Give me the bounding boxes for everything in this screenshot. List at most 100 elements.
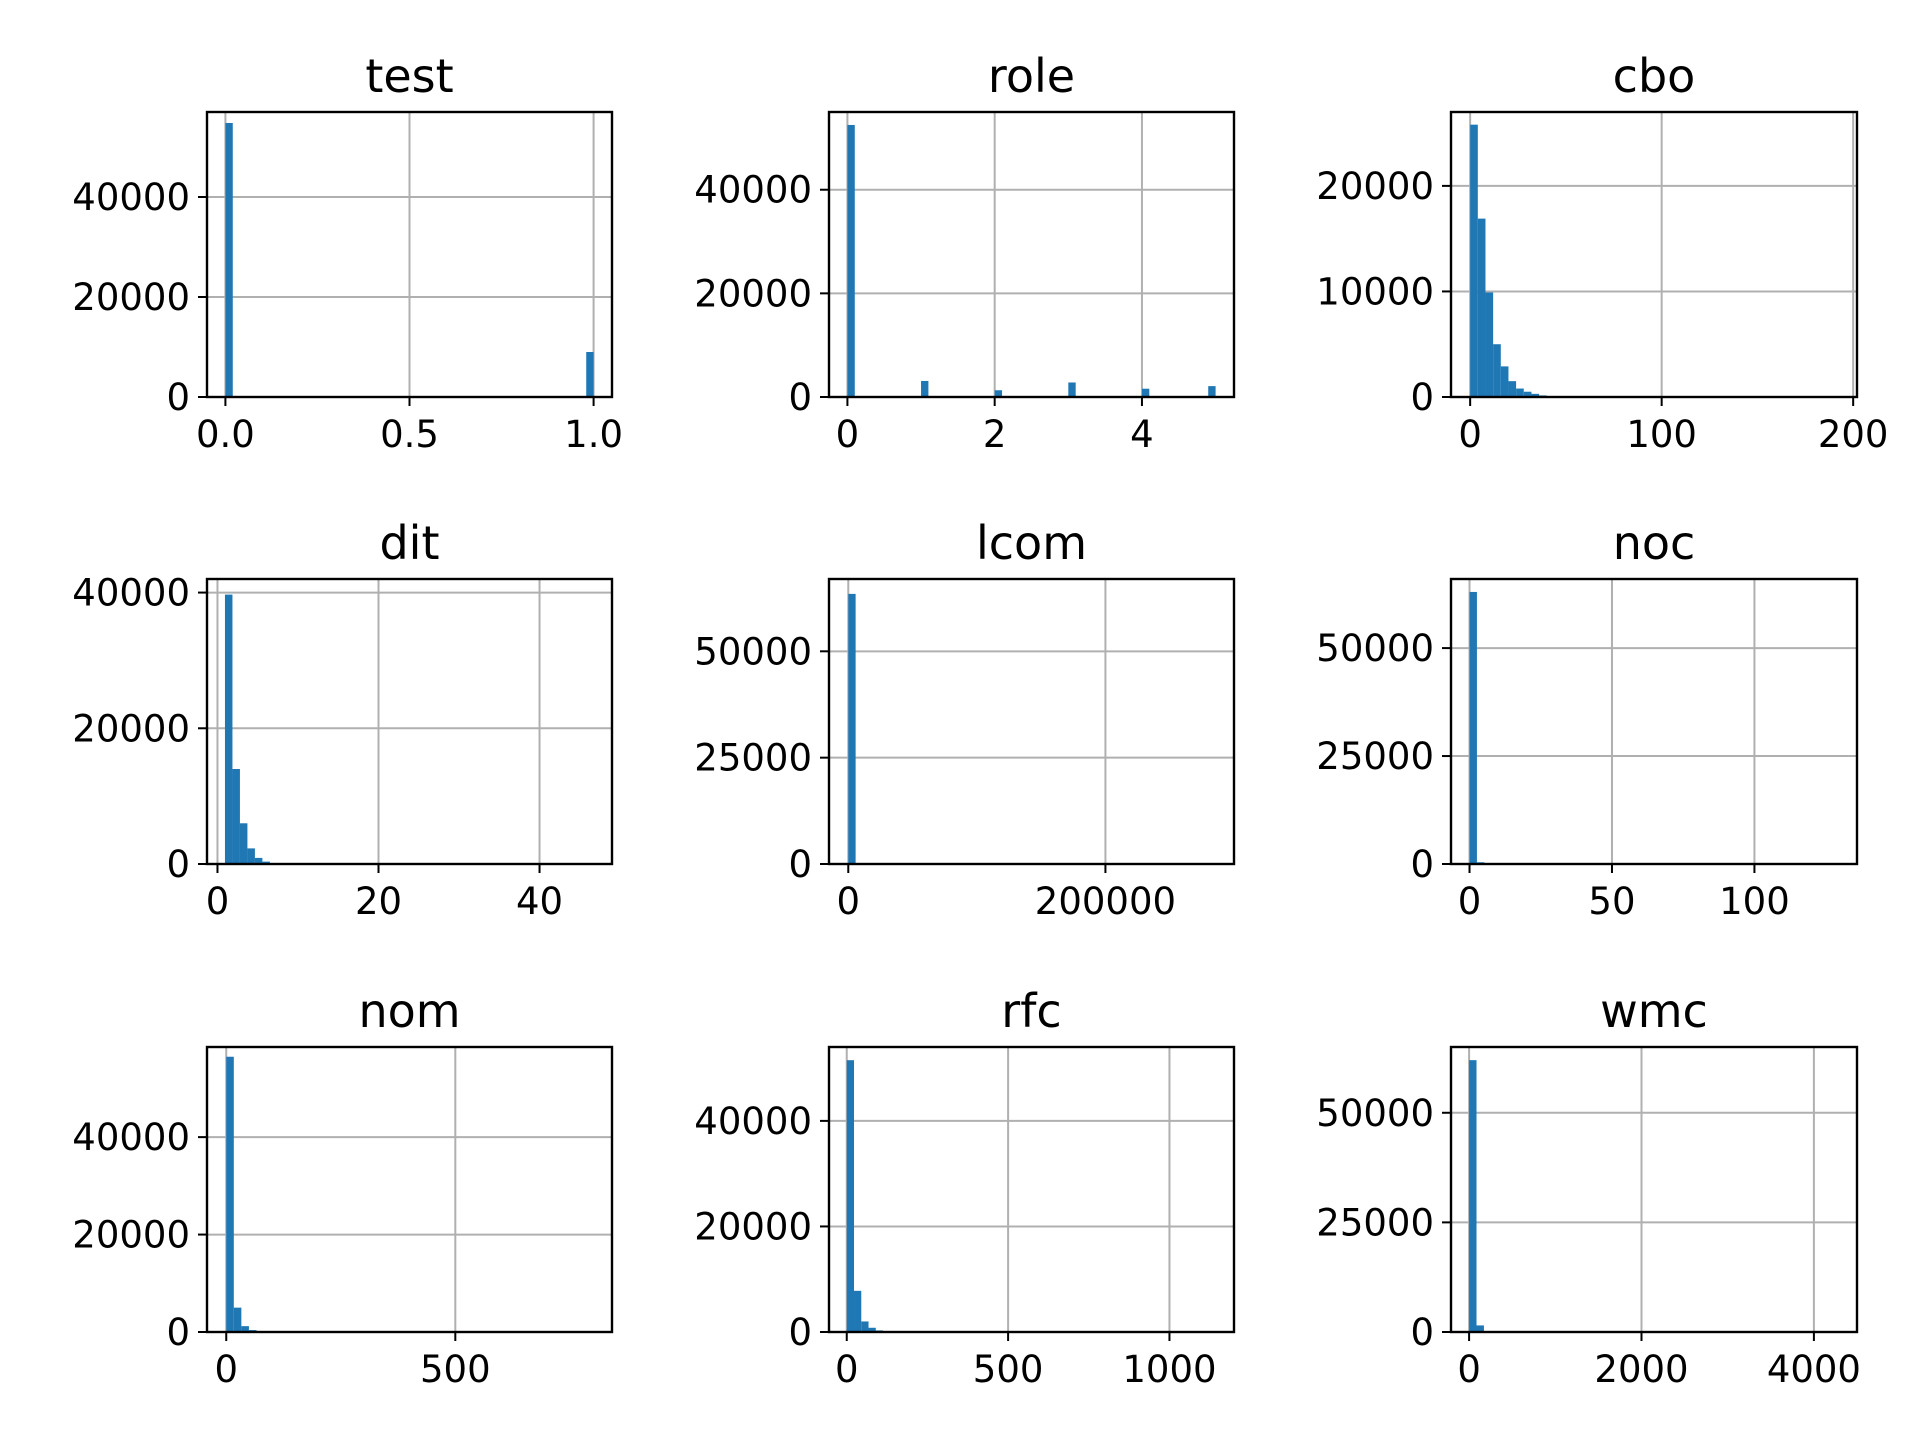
histogram-bar xyxy=(1531,393,1540,397)
subplot-noc: 0 50 100 0 25000 50000 noc xyxy=(1316,516,1859,923)
x-tick-label: 100 xyxy=(1719,880,1790,923)
axes-frame xyxy=(1449,1045,1859,1334)
histogram-bar xyxy=(1469,591,1477,864)
subplot-lcom: 0 200000 0 25000 50000 lcom xyxy=(694,516,1236,923)
histogram-bar xyxy=(1476,1325,1484,1332)
x-tick-label: 0.0 xyxy=(196,413,255,456)
subplot-wmc: 0 2000 4000 0 25000 50000 wmc xyxy=(1316,984,1861,1391)
x-tick-label: 500 xyxy=(420,1348,491,1391)
subplot-nom: 0 500 0 20000 40000 nom xyxy=(72,984,614,1391)
histogram-bar xyxy=(1500,366,1509,397)
histogram-bar xyxy=(1469,1060,1477,1332)
subplot-title: wmc xyxy=(1600,984,1708,1038)
axes-frame xyxy=(827,110,1236,399)
subplot-title: cbo xyxy=(1613,49,1696,103)
x-tick-label: 0 xyxy=(206,880,230,923)
x-tick-label: 4 xyxy=(1130,413,1154,456)
y-tick-label: 0 xyxy=(788,1311,812,1354)
histogram-bar xyxy=(247,848,255,864)
subplot-rfc: 0 500 1000 0 20000 40000 rfc xyxy=(694,984,1236,1391)
x-tick-label: 0 xyxy=(1458,880,1482,923)
x-tick-label: 200 xyxy=(1818,413,1889,456)
histogram-bar xyxy=(861,1321,869,1332)
subplot-title: test xyxy=(365,49,453,103)
histogram-bar xyxy=(994,390,1003,397)
x-tick-label: 20 xyxy=(355,880,402,923)
y-tick-label: 50000 xyxy=(1316,627,1434,670)
histogram-bar xyxy=(1508,381,1517,397)
x-tick-label: 0 xyxy=(836,413,860,456)
y-tick-label: 0 xyxy=(1410,843,1434,886)
subplot-title: dit xyxy=(379,516,439,570)
x-tick-label: 0.5 xyxy=(380,413,439,456)
axes-frame xyxy=(205,577,614,866)
y-tick-label: 0 xyxy=(166,1311,190,1354)
axes-frame xyxy=(827,1045,1236,1334)
histogram-bar xyxy=(239,823,248,864)
histogram-bar xyxy=(1068,382,1076,397)
histogram-bar xyxy=(1477,218,1486,397)
y-tick-label: 20000 xyxy=(72,707,190,750)
axes-frame xyxy=(1449,577,1859,866)
histogram-bar xyxy=(226,1056,234,1332)
x-tick-label: 0 xyxy=(837,880,861,923)
histogram-bar xyxy=(921,380,929,397)
histogram-bar xyxy=(232,769,240,864)
histogram-bar xyxy=(868,1327,876,1332)
x-tick-label: 2000 xyxy=(1594,1348,1688,1391)
y-tick-label: 40000 xyxy=(72,176,190,219)
histogram-bar xyxy=(1485,292,1494,397)
axes-frame xyxy=(205,1045,614,1334)
histogram-bar xyxy=(1493,344,1501,397)
histogram-bar xyxy=(1141,388,1150,397)
y-tick-label: 0 xyxy=(1410,1311,1434,1354)
histogram-bar xyxy=(224,594,233,864)
y-tick-label: 40000 xyxy=(694,169,812,212)
histogram-bar xyxy=(846,1060,855,1332)
subplot-dit: 0 20 40 0 20000 40000 dit xyxy=(72,516,614,923)
subplot-title: noc xyxy=(1613,516,1696,570)
x-tick-label: 100 xyxy=(1626,413,1697,456)
x-tick-label: 1000 xyxy=(1122,1348,1216,1391)
x-tick-label: 2 xyxy=(983,413,1007,456)
y-tick-label: 20000 xyxy=(694,1205,812,1248)
x-tick-label: 50 xyxy=(1588,880,1635,923)
histogram-bar xyxy=(241,1326,249,1332)
y-tick-label: 50000 xyxy=(1316,1092,1434,1135)
subplot-title: rfc xyxy=(1001,984,1061,1038)
subplot-cbo: 0 100 200 0 10000 20000 cbo xyxy=(1316,49,1888,456)
x-tick-label: 1.0 xyxy=(564,413,623,456)
y-tick-label: 25000 xyxy=(1316,1201,1434,1244)
y-tick-label: 25000 xyxy=(1316,735,1434,778)
y-tick-label: 10000 xyxy=(1316,270,1434,313)
subplot-title: nom xyxy=(358,984,460,1038)
x-tick-label: 500 xyxy=(973,1348,1044,1391)
subplot-role: 0 2 4 0 20000 40000 role xyxy=(694,49,1236,456)
y-tick-label: 20000 xyxy=(694,272,812,315)
histogram-bar xyxy=(233,1307,242,1332)
histogram-bar xyxy=(1208,386,1216,397)
subplot-title: role xyxy=(988,49,1075,103)
histogram-bar xyxy=(586,352,594,397)
histogram-bar xyxy=(1523,391,1532,397)
histogram-bar xyxy=(225,123,233,397)
y-tick-label: 50000 xyxy=(694,630,812,673)
y-tick-label: 40000 xyxy=(72,572,190,615)
y-tick-label: 0 xyxy=(788,843,812,886)
y-tick-label: 20000 xyxy=(1316,165,1434,208)
y-tick-label: 0 xyxy=(166,376,190,419)
y-tick-label: 20000 xyxy=(72,276,190,319)
axes-frame xyxy=(1449,110,1859,399)
y-tick-label: 40000 xyxy=(72,1116,190,1159)
histogram-bar xyxy=(854,1290,862,1332)
histogram-bar xyxy=(847,124,855,398)
x-tick-label: 4000 xyxy=(1767,1348,1861,1391)
x-tick-label: 0 xyxy=(214,1348,238,1391)
histogram-bar xyxy=(1516,388,1524,397)
y-tick-label: 20000 xyxy=(72,1214,190,1257)
y-tick-label: 25000 xyxy=(694,737,812,780)
subplot-title: lcom xyxy=(976,516,1087,570)
y-tick-label: 0 xyxy=(788,376,812,419)
x-tick-label: 0 xyxy=(1458,413,1482,456)
y-tick-label: 40000 xyxy=(694,1100,812,1143)
